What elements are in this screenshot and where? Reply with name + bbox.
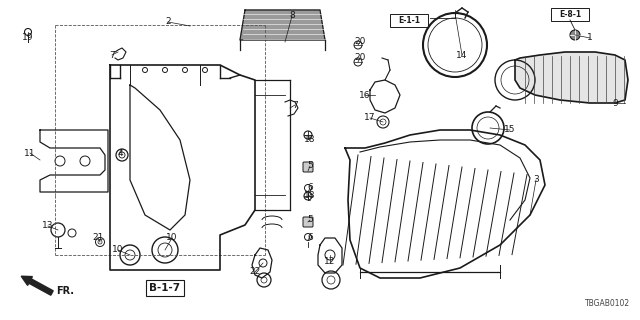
Text: 19: 19 bbox=[22, 34, 34, 43]
Text: 1: 1 bbox=[587, 34, 593, 43]
Polygon shape bbox=[515, 52, 628, 103]
Text: 7: 7 bbox=[292, 100, 298, 109]
Text: E-8-1: E-8-1 bbox=[559, 10, 581, 19]
Text: 5: 5 bbox=[307, 162, 313, 171]
Text: 15: 15 bbox=[504, 125, 516, 134]
Text: 20: 20 bbox=[355, 53, 365, 62]
FancyArrow shape bbox=[21, 276, 53, 295]
Text: 16: 16 bbox=[359, 91, 371, 100]
Text: 17: 17 bbox=[364, 114, 376, 123]
Text: FR.: FR. bbox=[56, 286, 74, 296]
FancyBboxPatch shape bbox=[303, 217, 313, 227]
FancyBboxPatch shape bbox=[303, 162, 313, 172]
Text: TBGAB0102: TBGAB0102 bbox=[585, 299, 630, 308]
Text: 22: 22 bbox=[250, 268, 260, 276]
Text: 6: 6 bbox=[307, 183, 313, 193]
Text: 9: 9 bbox=[612, 99, 618, 108]
Text: 11: 11 bbox=[24, 148, 36, 157]
Text: 20: 20 bbox=[355, 37, 365, 46]
Text: B-1-7: B-1-7 bbox=[149, 283, 180, 293]
Text: 8: 8 bbox=[289, 12, 295, 20]
Text: 6: 6 bbox=[307, 233, 313, 242]
Polygon shape bbox=[240, 10, 325, 40]
Circle shape bbox=[570, 30, 580, 40]
Text: 12: 12 bbox=[324, 258, 336, 267]
Text: 3: 3 bbox=[533, 175, 539, 185]
Text: 13: 13 bbox=[42, 221, 54, 230]
Text: 21: 21 bbox=[92, 234, 104, 243]
Text: 2: 2 bbox=[165, 18, 171, 27]
Text: 18: 18 bbox=[304, 135, 316, 145]
Text: 10: 10 bbox=[166, 234, 178, 243]
Text: 4: 4 bbox=[117, 148, 123, 157]
Text: E-1-1: E-1-1 bbox=[398, 16, 420, 25]
Text: 7: 7 bbox=[109, 51, 115, 60]
Text: 18: 18 bbox=[304, 191, 316, 201]
Text: 14: 14 bbox=[456, 51, 468, 60]
Text: 5: 5 bbox=[307, 215, 313, 225]
Text: 10: 10 bbox=[112, 245, 124, 254]
